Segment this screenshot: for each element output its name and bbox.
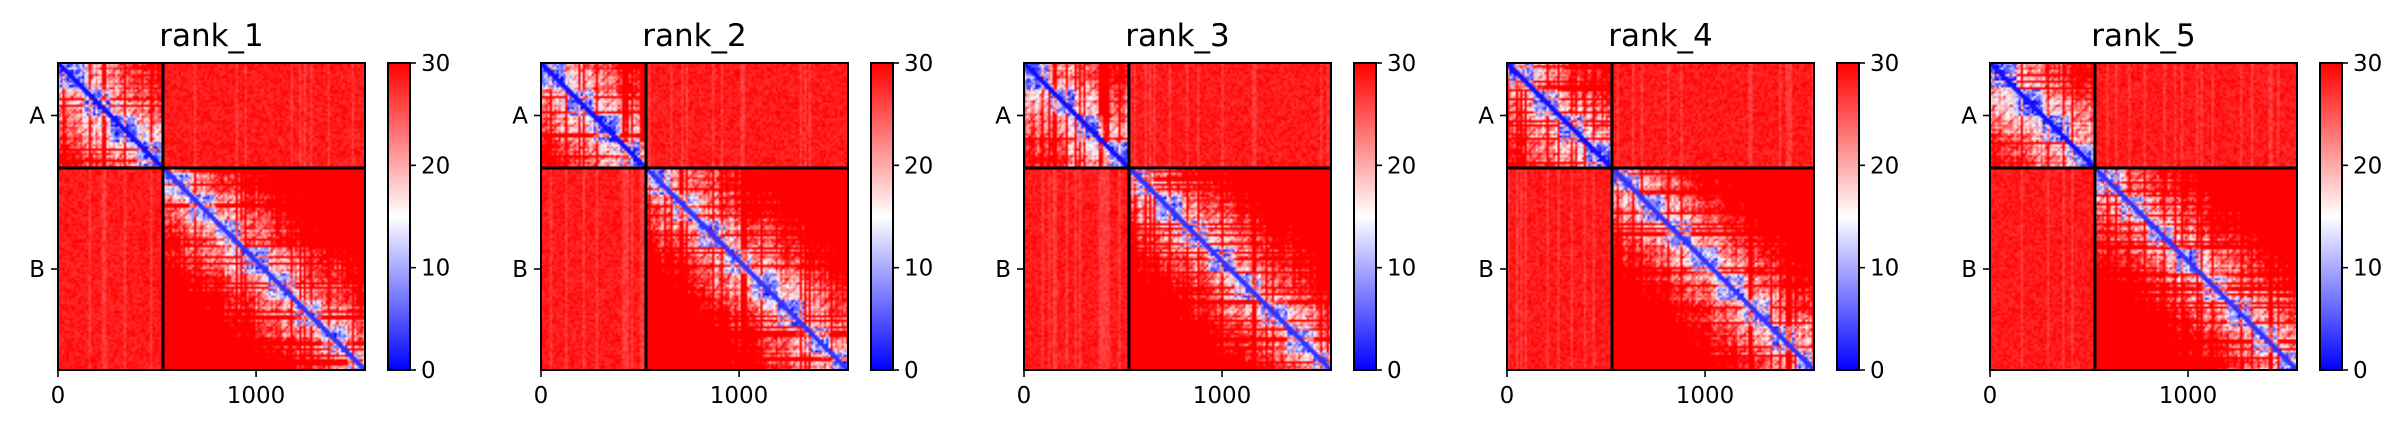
colorbar-frame [870,62,894,371]
colorbar-frame [387,62,411,371]
panel-5: rank_5 A B 0 1000 0 10 20 30 [1961,18,2382,409]
x-tick-label: 1000 [1676,383,1735,409]
y-tick-label-B: B [1478,257,1494,283]
x-tick-label: 0 [534,383,549,409]
colorbar-tick-label: 10 [2353,256,2382,282]
panel-3: rank_3 A B 0 1000 0 10 20 30 [995,18,1416,409]
x-tick-label: 0 [1017,383,1032,409]
colorbar-tick-label: 20 [904,153,933,179]
panel-title: rank_2 [642,18,747,54]
colorbar [2320,63,2342,370]
plot-frame [57,62,366,371]
colorbar-tick-label: 10 [1387,256,1416,282]
heatmap-cells [1990,63,2297,370]
y-tick-label-A: A [1961,103,1977,129]
panel-4: rank_4 A B 0 1000 0 10 20 30 [1478,18,1899,409]
colorbar-tick-label: 0 [904,358,919,384]
x-tick-label: 1000 [227,383,286,409]
y-tick-label-A: A [512,103,528,129]
panel-1: rank_1 A B 0 1000 0 10 20 30 [29,18,450,409]
x-tick-label: 0 [1500,383,1515,409]
heatmap-cells [1507,63,1814,370]
colorbar-tick-label: 30 [2353,51,2382,77]
heatmap-cells [1024,63,1331,370]
plot-frame [540,62,849,371]
colorbar-tick-label: 30 [421,51,450,77]
colorbar-tick-label: 20 [1387,153,1416,179]
y-tick-label-B: B [512,257,528,283]
colorbar-tick-label: 0 [1870,358,1885,384]
colorbar-frame [2319,62,2343,371]
panel-title: rank_1 [159,18,264,54]
colorbar-tick-label: 0 [1387,358,1402,384]
colorbar-tick-label: 30 [1387,51,1416,77]
x-tick-label: 1000 [710,383,769,409]
colorbar [871,63,893,370]
colorbar-tick-label: 0 [2353,358,2368,384]
colorbar [1354,63,1376,370]
colorbar-tick-label: 10 [421,256,450,282]
y-tick-label-B: B [29,257,45,283]
plot-frame [1506,62,1815,371]
plot-frame [1989,62,2298,371]
x-tick-label: 1000 [2159,383,2218,409]
colorbar-frame [1353,62,1377,371]
colorbar-tick-label: 30 [1870,51,1899,77]
colorbar-tick-label: 20 [2353,153,2382,179]
colorbar-tick-label: 10 [904,256,933,282]
colorbar-frame [1836,62,1860,371]
colorbar-tick-label: 0 [421,358,436,384]
x-tick-label: 1000 [1193,383,1252,409]
x-tick-label: 0 [51,383,66,409]
y-tick-label-A: A [29,103,45,129]
y-tick-label-A: A [995,103,1011,129]
colorbar-tick-label: 30 [904,51,933,77]
colorbar-tick-label: 20 [1870,153,1899,179]
colorbar-tick-label: 20 [421,153,450,179]
y-tick-label-B: B [1961,257,1977,283]
panel-title: rank_3 [1125,18,1230,54]
panel-2: rank_2 A B 0 1000 0 10 20 30 [512,18,933,409]
colorbar [1837,63,1859,370]
colorbar [388,63,410,370]
x-tick-label: 0 [1983,383,1998,409]
panel-title: rank_4 [1608,18,1713,54]
y-tick-label-B: B [995,257,1011,283]
y-tick-label-A: A [1478,103,1494,129]
panel-title: rank_5 [2091,18,2196,54]
heatmap-cells [541,63,848,370]
heatmap-cells [58,63,365,370]
plot-frame [1023,62,1332,371]
colorbar-tick-label: 10 [1870,256,1899,282]
